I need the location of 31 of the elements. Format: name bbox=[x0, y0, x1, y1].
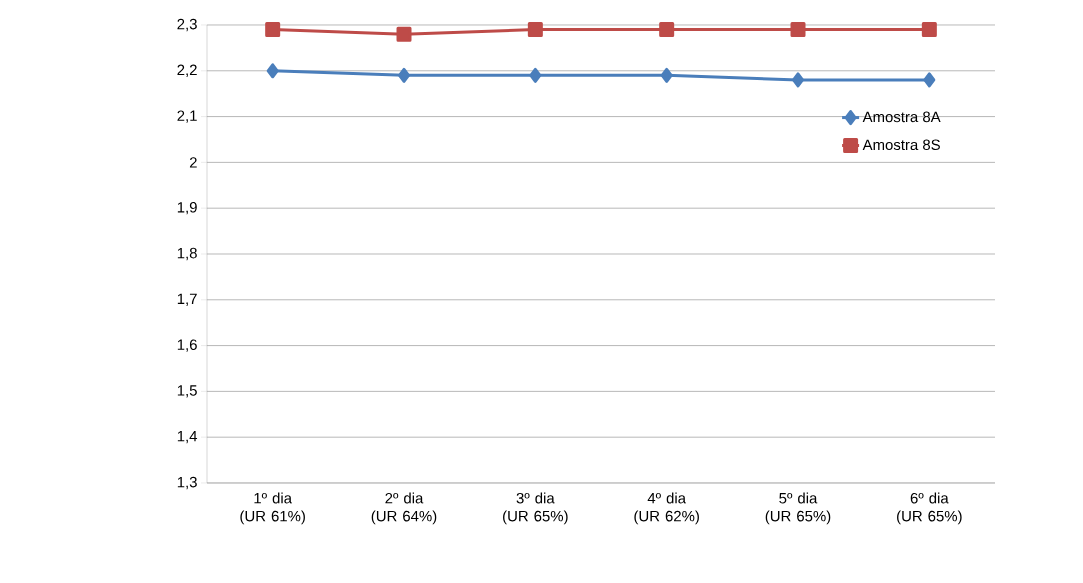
y-tick-label: 1,7 bbox=[177, 293, 197, 306]
x-tick-label: 1º dia (UR 61%) bbox=[240, 492, 305, 525]
y-tick-label: 1,4 bbox=[177, 431, 198, 444]
y-tick-label: 2 bbox=[189, 157, 197, 168]
y-tick-label: 1,5 bbox=[177, 385, 197, 398]
point bbox=[396, 26, 412, 42]
y-tick-label: 1,6 bbox=[177, 339, 197, 352]
y-tick-label: 2,3 bbox=[177, 18, 197, 32]
point bbox=[266, 63, 279, 79]
y-tick-label: 1,3 bbox=[177, 476, 197, 490]
point bbox=[921, 22, 937, 38]
x-tick-label: 6º dia (UR 65%) bbox=[897, 492, 962, 525]
x-tick-label: 2º dia (UR 64%) bbox=[371, 492, 437, 525]
point bbox=[529, 67, 542, 83]
point bbox=[790, 22, 806, 38]
point bbox=[265, 22, 281, 38]
point bbox=[527, 22, 543, 38]
legend-label: Amostra 8A bbox=[862, 111, 941, 123]
point bbox=[660, 67, 673, 83]
legend-label: Amostra 8S bbox=[862, 139, 940, 151]
point bbox=[398, 67, 411, 83]
point bbox=[659, 22, 675, 38]
point bbox=[923, 72, 936, 88]
x-tick-label: 3º dia (UR 65%) bbox=[503, 492, 568, 525]
x-tick-label: 4º dia (UR 62%) bbox=[634, 492, 699, 525]
y-tick-label: 2,2 bbox=[177, 64, 197, 77]
y-tick-label: 1,9 bbox=[177, 202, 197, 215]
y-tick-label: 1,8 bbox=[177, 247, 197, 261]
x-tick-label: 5º dia (UR 65%) bbox=[765, 492, 831, 525]
point bbox=[792, 72, 805, 88]
y-tick-label: 2,1 bbox=[177, 110, 197, 123]
